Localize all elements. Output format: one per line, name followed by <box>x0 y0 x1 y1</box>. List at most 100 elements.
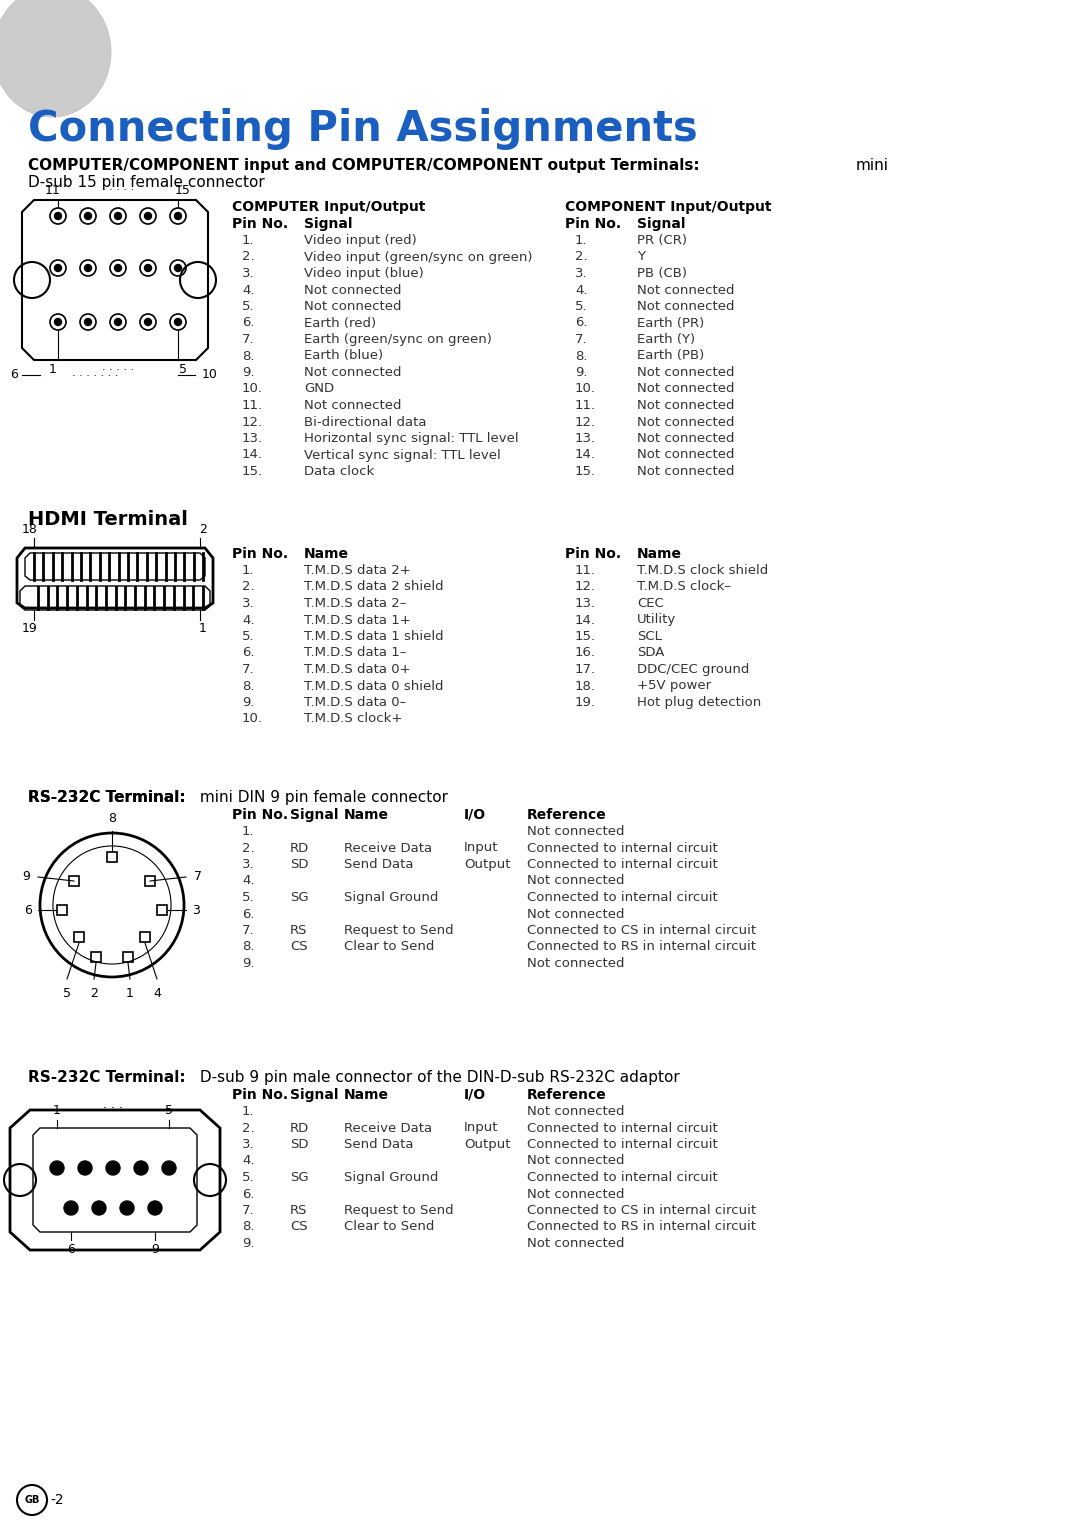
Text: Input: Input <box>464 1122 499 1134</box>
Text: Name: Name <box>345 1088 389 1102</box>
Text: 10: 10 <box>202 369 218 381</box>
Text: Signal: Signal <box>291 1088 338 1102</box>
Text: 6.: 6. <box>242 1187 255 1201</box>
Text: -2: -2 <box>50 1494 64 1507</box>
Text: 17.: 17. <box>575 663 596 677</box>
Text: Receive Data: Receive Data <box>345 841 432 855</box>
Text: CS: CS <box>291 940 308 954</box>
Text: 9.: 9. <box>242 366 255 379</box>
Text: Not connected: Not connected <box>527 875 624 887</box>
Text: Not connected: Not connected <box>527 1155 624 1167</box>
Text: Connected to CS in internal circuit: Connected to CS in internal circuit <box>527 1204 756 1218</box>
Text: 7.: 7. <box>575 334 588 346</box>
Text: 16.: 16. <box>575 646 596 660</box>
Text: 7.: 7. <box>242 663 255 677</box>
Text: 7.: 7. <box>242 1204 255 1218</box>
Text: 6.: 6. <box>242 907 255 920</box>
Text: Connected to internal circuit: Connected to internal circuit <box>527 858 718 872</box>
Text: I/O: I/O <box>464 808 486 821</box>
Text: 3: 3 <box>192 904 200 916</box>
Text: 15: 15 <box>175 184 191 197</box>
Text: Output: Output <box>464 858 511 872</box>
Text: Send Data: Send Data <box>345 858 414 872</box>
Text: · · · · · · ·: · · · · · · · <box>71 370 118 381</box>
Text: 3.: 3. <box>242 267 255 280</box>
Circle shape <box>54 319 62 326</box>
Text: 7.: 7. <box>242 924 255 937</box>
Text: Pin No.: Pin No. <box>232 547 288 561</box>
Text: 6.: 6. <box>242 646 255 660</box>
Text: Not connected: Not connected <box>303 283 402 297</box>
Text: 6: 6 <box>10 369 18 381</box>
Text: 2.: 2. <box>242 1122 255 1134</box>
Text: GB: GB <box>25 1495 40 1506</box>
Ellipse shape <box>0 0 111 117</box>
Text: · · · · ·: · · · · · <box>102 184 134 195</box>
Text: Receive Data: Receive Data <box>345 1122 432 1134</box>
Text: 5.: 5. <box>242 629 255 643</box>
Text: 15.: 15. <box>575 465 596 479</box>
Text: Input: Input <box>464 841 499 855</box>
Text: SD: SD <box>291 858 309 872</box>
Text: 19: 19 <box>22 622 38 636</box>
Text: Signal: Signal <box>303 216 352 232</box>
Circle shape <box>145 212 151 219</box>
Text: Not connected: Not connected <box>303 399 402 411</box>
Text: COMPUTER Input/Output: COMPUTER Input/Output <box>232 200 426 213</box>
Circle shape <box>54 265 62 271</box>
Bar <box>69 876 79 885</box>
Text: mini: mini <box>856 158 889 174</box>
Text: 9.: 9. <box>242 1237 255 1250</box>
Text: RS-232C Terminal:: RS-232C Terminal: <box>28 1070 186 1085</box>
Bar <box>140 933 150 942</box>
Text: 10.: 10. <box>242 383 264 396</box>
Text: T.M.D.S clock+: T.M.D.S clock+ <box>303 713 403 725</box>
Text: Bi-directional data: Bi-directional data <box>303 416 427 428</box>
Text: 4.: 4. <box>242 875 255 887</box>
Circle shape <box>84 319 92 326</box>
Text: 10.: 10. <box>242 713 264 725</box>
Text: 3.: 3. <box>242 597 255 610</box>
Text: Reference: Reference <box>527 808 607 821</box>
Bar <box>91 952 102 962</box>
Text: 1: 1 <box>199 622 207 636</box>
Text: CS: CS <box>291 1221 308 1233</box>
Text: 8.: 8. <box>242 1221 255 1233</box>
Text: +5V power: +5V power <box>637 680 711 692</box>
Text: Clear to Send: Clear to Send <box>345 940 434 954</box>
Text: 12.: 12. <box>575 416 596 428</box>
Text: Send Data: Send Data <box>345 1138 414 1151</box>
Text: 5.: 5. <box>575 300 588 312</box>
Text: 15.: 15. <box>575 629 596 643</box>
Text: 7: 7 <box>194 870 202 884</box>
Circle shape <box>84 212 92 219</box>
Text: Not connected: Not connected <box>637 283 734 297</box>
Text: 3.: 3. <box>242 858 255 872</box>
Circle shape <box>92 1201 106 1215</box>
Circle shape <box>175 265 181 271</box>
Text: · · ·: · · · <box>103 1102 123 1116</box>
Circle shape <box>106 1161 120 1175</box>
Text: 6.: 6. <box>242 317 255 329</box>
Text: 1: 1 <box>126 988 134 1000</box>
Text: Signal Ground: Signal Ground <box>345 892 438 904</box>
Text: Not connected: Not connected <box>527 1237 624 1250</box>
Circle shape <box>134 1161 148 1175</box>
Text: Clear to Send: Clear to Send <box>345 1221 434 1233</box>
Circle shape <box>145 319 151 326</box>
Text: 4.: 4. <box>242 283 255 297</box>
Text: Not connected: Not connected <box>637 448 734 462</box>
Text: 4.: 4. <box>242 614 255 626</box>
Text: · · · · ·: · · · · · <box>102 366 134 375</box>
Text: 11.: 11. <box>575 564 596 578</box>
Text: Not connected: Not connected <box>527 1105 624 1119</box>
Text: Connected to RS in internal circuit: Connected to RS in internal circuit <box>527 1221 756 1233</box>
Text: T.M.D.S data 0+: T.M.D.S data 0+ <box>303 663 410 677</box>
Text: Reference: Reference <box>527 1088 607 1102</box>
Text: 4: 4 <box>153 988 161 1000</box>
Circle shape <box>84 265 92 271</box>
Text: T.M.D.S data 2–: T.M.D.S data 2– <box>303 597 406 610</box>
Text: T.M.D.S data 2 shield: T.M.D.S data 2 shield <box>303 581 444 593</box>
Text: Not connected: Not connected <box>637 383 734 396</box>
Text: Video input (blue): Video input (blue) <box>303 267 423 280</box>
